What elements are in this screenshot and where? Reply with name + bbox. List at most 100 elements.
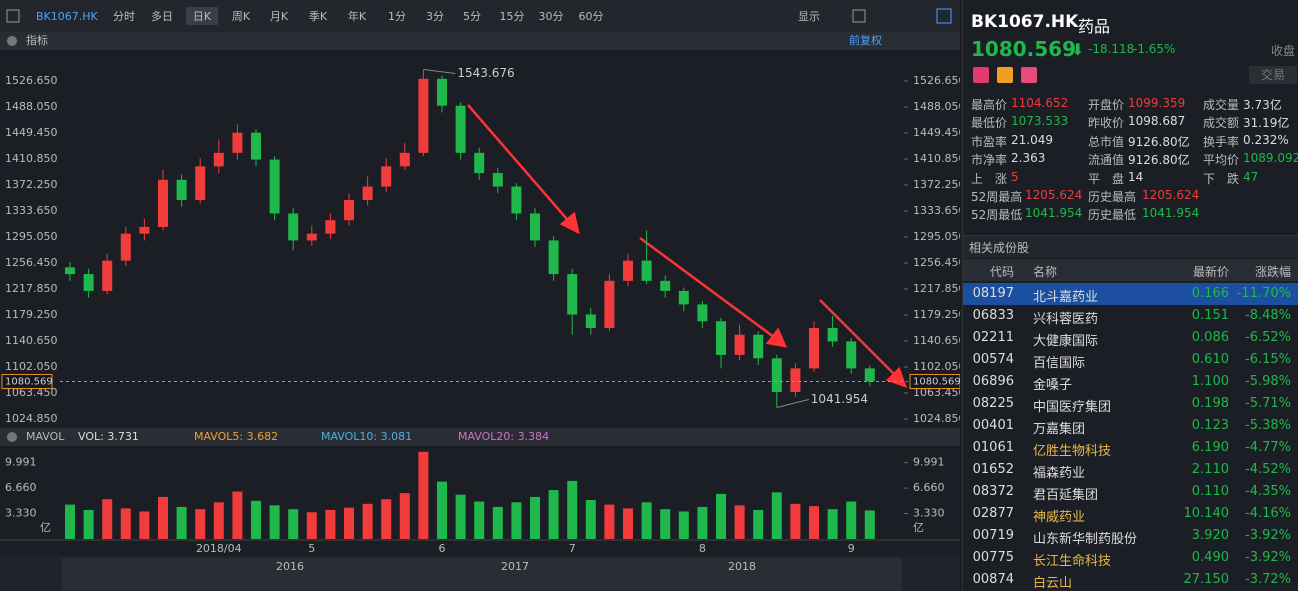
period-tab[interactable]: 3分 bbox=[426, 10, 444, 23]
icon[interactable] bbox=[997, 67, 1013, 83]
y-tick-label: 1140.650 bbox=[913, 334, 960, 347]
candle-body bbox=[492, 173, 503, 187]
y-tick-label: 1256.450 bbox=[913, 256, 960, 269]
y-tick-label: 1333.650 bbox=[5, 204, 58, 217]
panel-title: 指标 bbox=[26, 33, 48, 47]
cell-change: -6.52% bbox=[1245, 330, 1291, 345]
stat-label: 平 盘 bbox=[1088, 171, 1125, 186]
stat-value: 1041.954 bbox=[1025, 206, 1083, 221]
y-tick-label: 1179.250 bbox=[913, 308, 960, 321]
cell-code: 06833 bbox=[972, 308, 1014, 323]
period-tab[interactable]: 15分 bbox=[500, 10, 525, 23]
navigator-year: 2016 bbox=[276, 560, 304, 573]
volume-bar bbox=[492, 506, 503, 539]
y-tick-label: 1372.250 bbox=[5, 178, 58, 191]
period-tab[interactable]: 多日 bbox=[151, 9, 173, 23]
icon[interactable] bbox=[6, 9, 20, 23]
volume-bar bbox=[306, 512, 317, 539]
y-tick-label: 1295.050 bbox=[5, 230, 58, 243]
candle-body bbox=[511, 186, 522, 214]
quote-change-pct: -1.65% bbox=[1133, 42, 1176, 56]
stat-value: 1205.624 bbox=[1142, 188, 1200, 202]
period-tab[interactable]: 分时 bbox=[113, 10, 135, 23]
cell-price: 0.086 bbox=[1191, 330, 1229, 345]
annotation-arrows bbox=[467, 104, 908, 389]
cell-code: 02877 bbox=[972, 506, 1014, 521]
period-tab[interactable]: 30分 bbox=[539, 10, 564, 23]
annotation-line bbox=[776, 399, 809, 408]
icon[interactable] bbox=[973, 67, 989, 83]
cell-code: 08197 bbox=[972, 286, 1014, 301]
y-tick-label: 1449.450 bbox=[913, 126, 960, 139]
stat-label: 最低价 bbox=[971, 116, 1008, 131]
volume-bar bbox=[660, 509, 671, 539]
period-tab[interactable]: 1分 bbox=[388, 10, 406, 23]
adjust[interactable]: 前复权 bbox=[849, 33, 882, 47]
volume-indicator: MAVOL5: 3.682 bbox=[194, 430, 278, 443]
candle-body bbox=[623, 260, 633, 281]
stat-value: 1098.687 bbox=[1128, 114, 1186, 129]
cell-change: -8.48% bbox=[1245, 308, 1291, 323]
cell-code: 01061 bbox=[972, 440, 1014, 455]
period-tab[interactable]: 日K bbox=[193, 10, 212, 23]
stat-label: 52周最低 bbox=[971, 208, 1023, 223]
column-header: 涨跌幅 bbox=[1254, 265, 1291, 279]
cell-price: 0.166 bbox=[1191, 286, 1229, 301]
cell-change: -5.38% bbox=[1245, 418, 1291, 433]
candle-body bbox=[585, 314, 596, 328]
volume-bar bbox=[269, 505, 280, 539]
cell-name: 长江生命科技 bbox=[1033, 554, 1112, 569]
candle-body bbox=[474, 152, 485, 174]
candle-body bbox=[83, 274, 94, 291]
candle-body bbox=[809, 327, 819, 369]
candle-body bbox=[251, 132, 261, 160]
stat-value: 1041.954 bbox=[1142, 206, 1200, 221]
chart-area: BK1067.HK 显示 指标 前复权 MAVOL 分时 多日 日K 周K 月K 季K 年K… bbox=[0, 7, 960, 591]
icon[interactable] bbox=[1021, 67, 1037, 83]
trade-button[interactable]: 交易 bbox=[1249, 66, 1297, 84]
stat-label: 市盈率 bbox=[971, 134, 1008, 149]
period-tab[interactable]: 月K bbox=[270, 10, 289, 23]
y-tick-label: 1333.650 bbox=[913, 204, 960, 217]
stat-label: 最高价 bbox=[971, 98, 1008, 112]
y-tick-label: 1179.250 bbox=[5, 308, 58, 321]
icon[interactable] bbox=[936, 8, 952, 24]
cell-name: 百信国际 bbox=[1033, 356, 1086, 371]
cell-price: 6.190 bbox=[1191, 440, 1229, 455]
cell-name: 中国医疗集团 bbox=[1033, 400, 1112, 415]
collapse-icon[interactable] bbox=[7, 432, 17, 442]
candle-body bbox=[753, 334, 764, 359]
period-tab[interactable]: 60分 bbox=[579, 10, 604, 23]
period-tab[interactable]: 季K bbox=[309, 10, 328, 23]
display-menu[interactable]: 显示 bbox=[798, 10, 820, 23]
column-header: 名称 bbox=[1033, 265, 1058, 279]
period-tab[interactable]: 年K bbox=[348, 9, 367, 23]
collapse-icon[interactable] bbox=[7, 36, 17, 46]
cell-price: 0.123 bbox=[1191, 418, 1229, 433]
x-tick-label: 9 bbox=[848, 542, 855, 555]
volume-bar bbox=[548, 490, 559, 539]
icon[interactable] bbox=[852, 9, 866, 23]
panel-header bbox=[0, 32, 960, 50]
candle-body bbox=[362, 186, 373, 201]
period-tab[interactable]: 周K bbox=[232, 10, 251, 23]
cell-name: 神威药业 bbox=[1033, 510, 1086, 525]
y-tick-label: 1410.850 bbox=[5, 152, 58, 165]
x-tick-label: 8 bbox=[699, 542, 706, 555]
y-tick-label: 1102.050 bbox=[913, 360, 960, 373]
cell-name: 金嗓子 bbox=[1033, 378, 1073, 393]
volume-bar bbox=[641, 502, 652, 539]
quote-change: -18.118 bbox=[1088, 42, 1135, 56]
quote-symbol: BK1067.HK bbox=[971, 12, 1079, 32]
x-tick-label: 5 bbox=[308, 542, 315, 555]
stat-label: 流通值 bbox=[1088, 153, 1125, 168]
quote-panel: BK1067.HK 药品 1080.569 ⬇ -18.118 -1.65% 收… bbox=[962, 0, 1298, 591]
cell-change: -6.15% bbox=[1245, 352, 1291, 367]
y-tick-label: 9.991 bbox=[5, 456, 37, 469]
x-tick-label: 6 bbox=[439, 542, 446, 555]
period-tab[interactable]: 5分 bbox=[463, 10, 481, 23]
volume-bar bbox=[139, 511, 150, 539]
cell-name: 兴科蓉医药 bbox=[1033, 312, 1099, 327]
stat-value: 0.232% bbox=[1243, 132, 1289, 147]
candle-body bbox=[771, 358, 782, 392]
